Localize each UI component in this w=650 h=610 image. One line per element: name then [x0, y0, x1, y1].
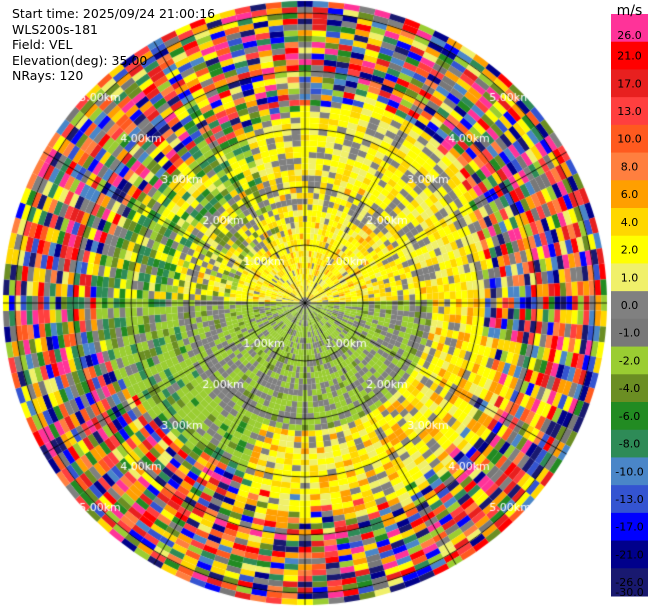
- colorbar-tick-label: 8.0: [621, 160, 639, 173]
- colorbar-segment: [611, 97, 648, 126]
- colorbar-tick-label: 2.0: [621, 244, 639, 257]
- colorbar-tick-label: 10.0: [617, 133, 642, 146]
- colorbar-segment: [611, 429, 648, 458]
- colorbar-tick-label: -30.0: [615, 586, 643, 599]
- plot-info: Start time: 2025/09/24 21:00:16 WLS200s-…: [12, 6, 215, 84]
- colorbar-tick-label: -26.0: [615, 576, 643, 589]
- colorbar-tick-label: -1.0: [619, 327, 640, 340]
- colorbar-segment: [611, 402, 648, 431]
- colorbar-segment: [611, 291, 648, 320]
- colorbar-segment: [611, 14, 648, 43]
- colorbar-segment: [611, 152, 648, 181]
- colorbar-tick-label: 26.0: [617, 29, 642, 42]
- colorbar-segment: [611, 374, 648, 403]
- colorbar-segment: [611, 180, 648, 209]
- colorbar-segment: [611, 318, 648, 348]
- colorbar-segment: [611, 208, 648, 237]
- start-time-label: Start time: 2025/09/24 21:00:16: [12, 6, 216, 21]
- colorbar-segment: [611, 41, 648, 70]
- colorbar-tick-label: -4.0: [619, 382, 640, 395]
- nrays-label: NRays: 120: [12, 68, 84, 83]
- colorbar-segment: [611, 346, 648, 375]
- colorbar-tick-label: 21.0: [617, 50, 642, 63]
- colorbar-tick-label: 4.0: [621, 216, 639, 229]
- colorbar-tick-label: -13.0: [615, 493, 643, 506]
- colorbar-tick-label: 13.0: [617, 105, 642, 118]
- field-label: Field: VEL: [12, 37, 73, 52]
- instrument-label: WLS200s-181: [12, 21, 98, 37]
- colorbar-tick-label: -8.0: [619, 438, 640, 451]
- colorbar-tick-label: -17.0: [615, 521, 643, 534]
- colorbar-segment: [611, 540, 648, 569]
- colorbar-segment: [611, 69, 648, 98]
- colorbar-segment: [611, 457, 648, 486]
- colorbar-tick-label: 6.0: [621, 188, 639, 201]
- colorbar-segment: [611, 568, 648, 597]
- colorbar-segment: [611, 512, 648, 542]
- colorbar-segment: [611, 263, 648, 292]
- colorbar-tick-label: 17.0: [617, 77, 642, 90]
- colorbar-segment: [611, 124, 648, 154]
- colorbar-tick-label: 1.0: [621, 271, 639, 284]
- colorbar-tick-label: -6.0: [619, 410, 640, 423]
- colorbar-tick-label: -2.0: [619, 354, 640, 367]
- colorbar-tick-label: -10.0: [615, 465, 643, 478]
- colorbar-tick-label: 0.0: [621, 299, 639, 312]
- colorbar-segment: [611, 485, 648, 514]
- colorbar-tick-label: -21.0: [615, 548, 643, 561]
- colorbar-segment: [611, 235, 648, 264]
- colorbar-unit-label: m/s: [617, 3, 643, 19]
- elevation-label: Elevation(deg): 35.00: [12, 52, 148, 68]
